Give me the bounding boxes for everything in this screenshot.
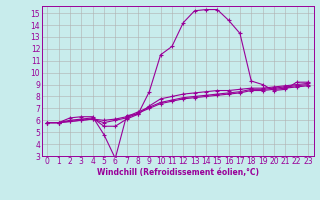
X-axis label: Windchill (Refroidissement éolien,°C): Windchill (Refroidissement éolien,°C): [97, 168, 259, 177]
